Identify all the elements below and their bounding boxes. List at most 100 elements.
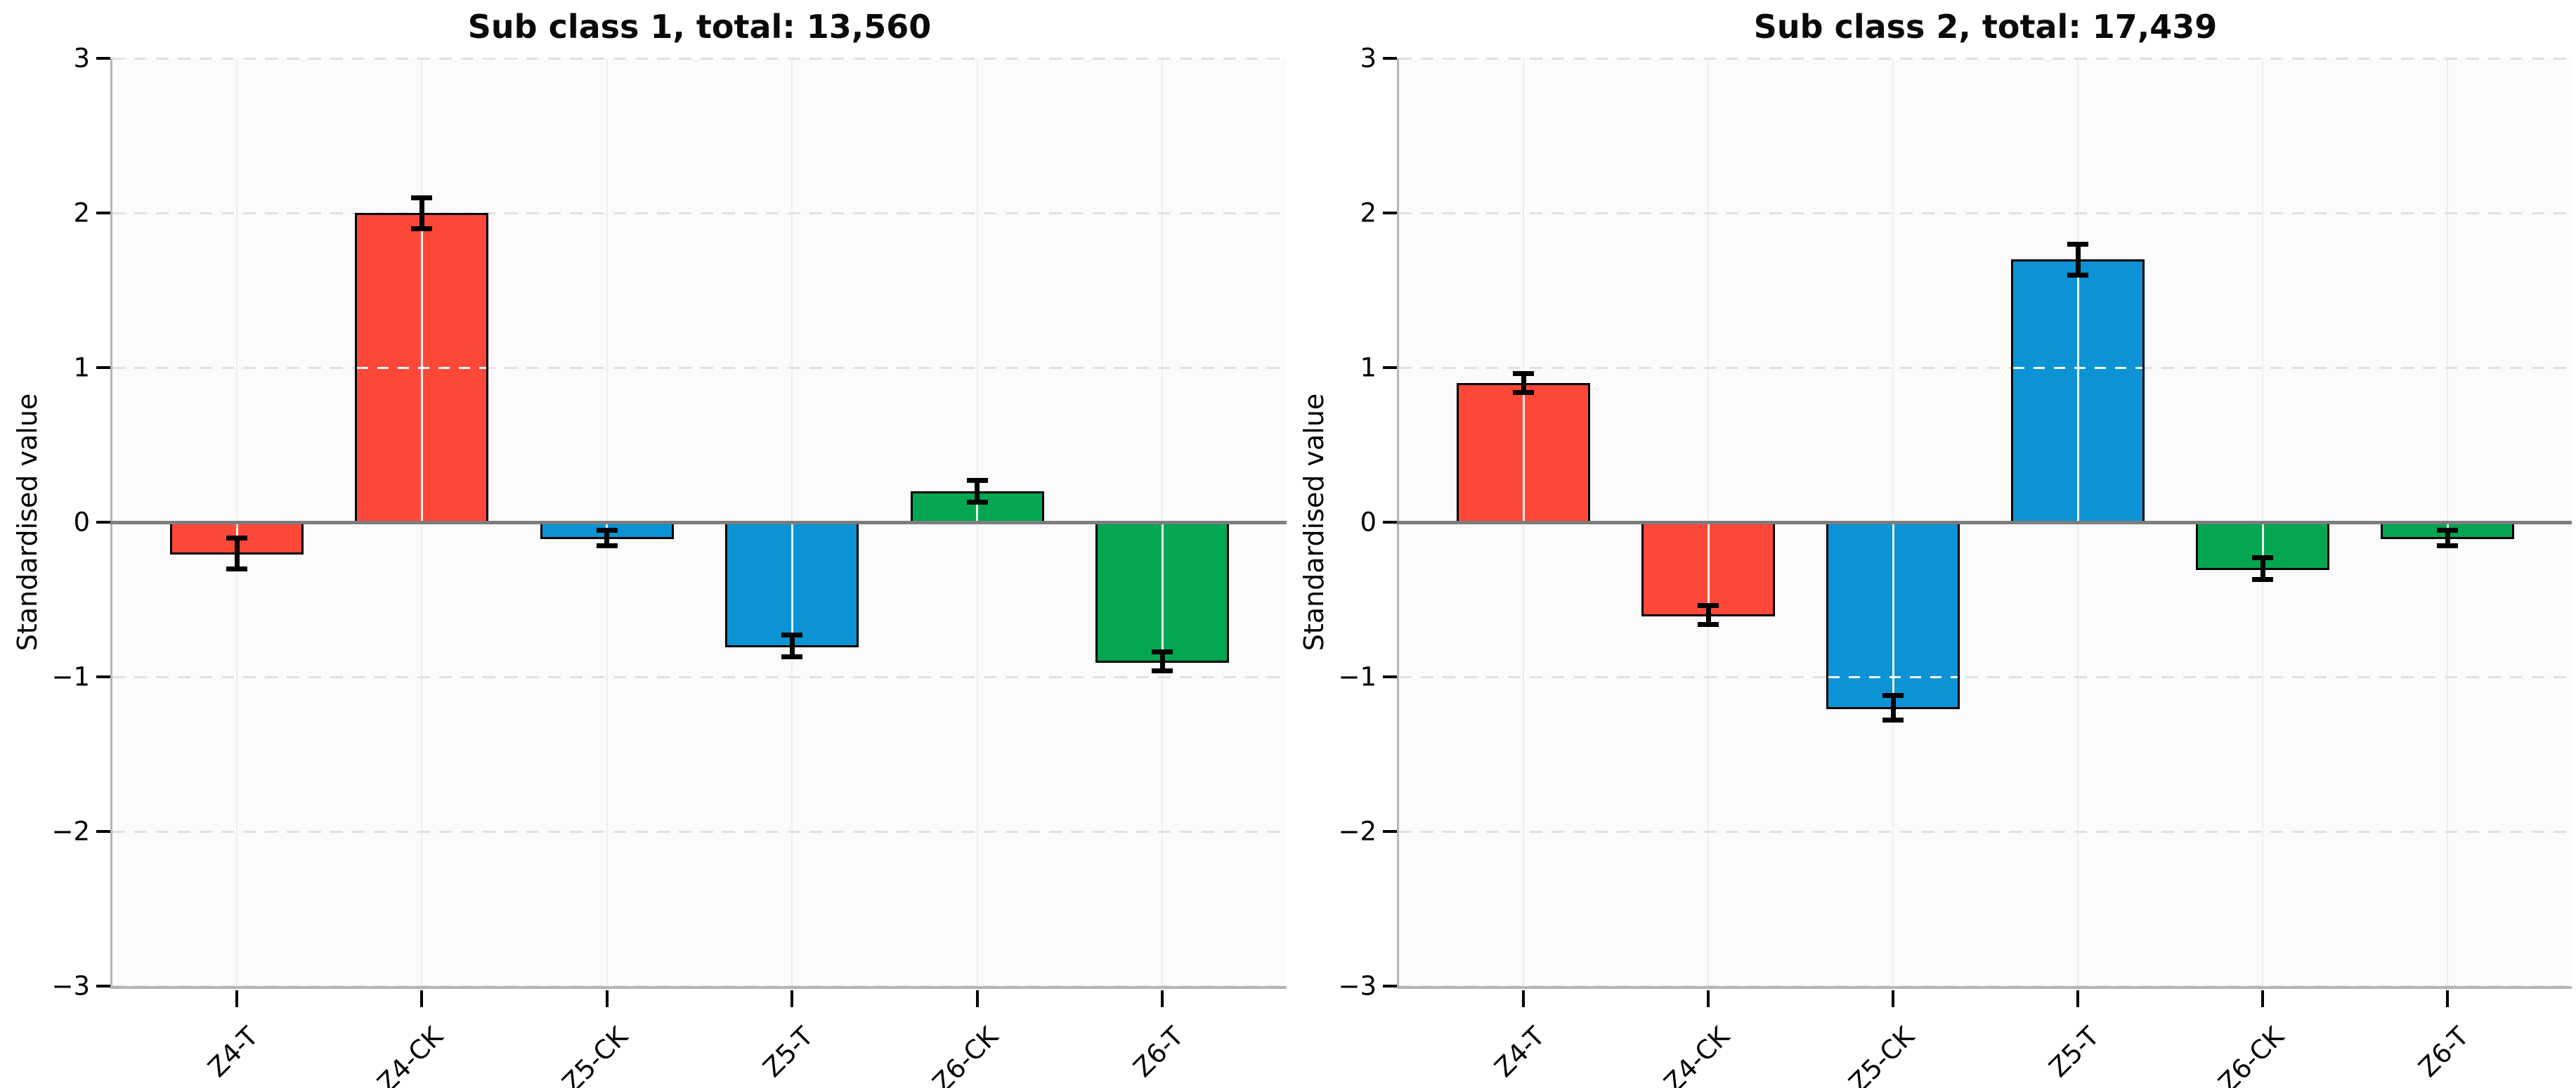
y-tick-label: 0 <box>1360 507 1377 538</box>
bar-center-line <box>1161 524 1164 661</box>
x-tick-label-text: Z5-CK <box>557 1021 635 1088</box>
y-axis-label: Standardised value <box>1299 393 1329 652</box>
h-gridline <box>1399 212 2572 214</box>
y-tick <box>1383 521 1397 524</box>
errorbar-cap-bottom <box>1513 389 1534 395</box>
x-tick-label-text: Z5-CK <box>1842 1021 1920 1088</box>
errorbar-cap-bottom <box>226 566 247 571</box>
errorbar-cap-bottom <box>2252 576 2273 582</box>
x-tick-label-text: Z4-T <box>1488 1021 1551 1083</box>
errorbar-cap-top <box>2437 527 2458 533</box>
bar-inner-gridline <box>357 366 487 369</box>
y-tick <box>1383 212 1397 214</box>
zero-line <box>1397 520 2572 524</box>
x-tick-label-text: Z6-CK <box>927 1021 1004 1088</box>
y-tick-label: −3 <box>51 971 90 1002</box>
bar-inner-gridline <box>1828 675 1958 678</box>
y-tick <box>96 985 110 987</box>
y-tick-label: 3 <box>1360 43 1377 74</box>
bar-center-line <box>1892 524 1894 707</box>
errorbar-cap-top <box>1513 371 1534 377</box>
errorbar-stem <box>419 197 424 228</box>
y-tick-label: 1 <box>73 352 90 383</box>
bar-z5-ck <box>1826 522 1960 709</box>
x-tick-label-text: Z6-T <box>2412 1021 2475 1083</box>
h-gridline <box>1399 830 2572 833</box>
x-tick-label-text: Z5-T <box>757 1021 819 1083</box>
y-tick-label: 2 <box>73 197 90 228</box>
errorbar-stem <box>2260 557 2265 580</box>
bar-z5-t <box>2011 259 2145 524</box>
errorbar-cap-bottom <box>1698 621 1719 627</box>
x-axis-spine <box>1397 986 2572 989</box>
bar-inner-gridline <box>2013 366 2142 369</box>
x-tick <box>2076 990 2079 1007</box>
y-tick-label: −3 <box>1338 971 1377 1002</box>
chart-title: Sub class 1, total: 13,560 <box>467 8 932 46</box>
errorbar-cap-top <box>596 527 618 533</box>
y-tick <box>1383 366 1397 369</box>
errorbar-cap-top <box>1882 692 1904 698</box>
errorbar-cap-bottom <box>2067 272 2088 278</box>
errorbar-cap-top <box>966 478 988 484</box>
y-tick-label: 3 <box>73 43 90 74</box>
errorbar-cap-bottom <box>781 654 803 659</box>
x-tick-label-text: Z4-CK <box>371 1021 449 1088</box>
y-tick-label: −1 <box>1338 661 1377 692</box>
errorbar-stem <box>234 538 240 569</box>
x-tick-label-text: Z6-T <box>1127 1021 1190 1083</box>
bar-center-line <box>976 493 979 522</box>
x-tick <box>975 990 979 1007</box>
h-gridline <box>112 830 1287 833</box>
errorbar-cap-bottom <box>966 499 988 505</box>
x-axis-spine <box>110 986 1287 989</box>
x-tick <box>1892 990 1894 1007</box>
errorbar-cap-bottom <box>1882 718 1904 723</box>
errorbar-cap-bottom <box>1152 668 1173 673</box>
y-tick <box>96 212 110 214</box>
errorbar-stem <box>604 530 610 545</box>
chart-subclass-2: Sub class 2, total: 17,439 Standardised … <box>1299 8 2572 1088</box>
plot-area: 3 2 1 0 −1 −2 −3 Z4-T Z4-CK Z5-CK Z5-T Z6-CK Z6-T <box>1338 46 2572 1088</box>
bar-center-line <box>791 524 793 645</box>
bar-center-line <box>1707 524 1710 614</box>
x-tick-label-text: Z5-T <box>2043 1021 2105 1083</box>
x-tick <box>1522 990 1525 1007</box>
errorbar-cap-top <box>781 633 803 638</box>
x-tick-label-text: Z6-CK <box>2212 1021 2290 1088</box>
y-tick-label: 2 <box>1360 197 1377 228</box>
y-tick <box>1383 985 1397 987</box>
errorbar-stem <box>1890 695 1896 720</box>
y-tick <box>96 830 110 833</box>
bar-center-line <box>2076 261 2079 522</box>
errorbar-stem <box>1159 652 1165 671</box>
h-gridline <box>1399 57 2572 60</box>
y-tick-label: −1 <box>51 661 90 692</box>
x-tick <box>420 990 424 1007</box>
errorbar-cap-top <box>1152 649 1173 655</box>
x-tick <box>605 990 609 1007</box>
x-tick <box>2446 990 2449 1007</box>
bar-center-line <box>2261 524 2264 568</box>
bar-z4-ck <box>1641 522 1775 616</box>
errorbar-stem <box>1521 373 1526 393</box>
y-tick-label: 0 <box>73 507 90 538</box>
x-tick <box>1707 990 1710 1007</box>
bar-z5-t <box>725 522 859 647</box>
y-tick <box>96 57 110 60</box>
y-tick <box>96 675 110 678</box>
bar-z4-t <box>1457 383 1590 524</box>
errorbar-stem <box>975 480 980 503</box>
y-tick <box>1383 57 1397 60</box>
bar-z4-ck <box>355 213 489 524</box>
errorbar-stem <box>2075 244 2081 275</box>
x-tick <box>235 990 238 1007</box>
x-tick-label-text: Z4-T <box>202 1021 264 1083</box>
y-axis-label: Standardised value <box>12 393 43 652</box>
y-tick-label: −2 <box>1338 816 1377 847</box>
y-tick <box>1383 830 1397 833</box>
x-tick <box>1161 990 1164 1007</box>
h-gridline <box>112 57 1287 60</box>
zero-line <box>110 520 1287 524</box>
